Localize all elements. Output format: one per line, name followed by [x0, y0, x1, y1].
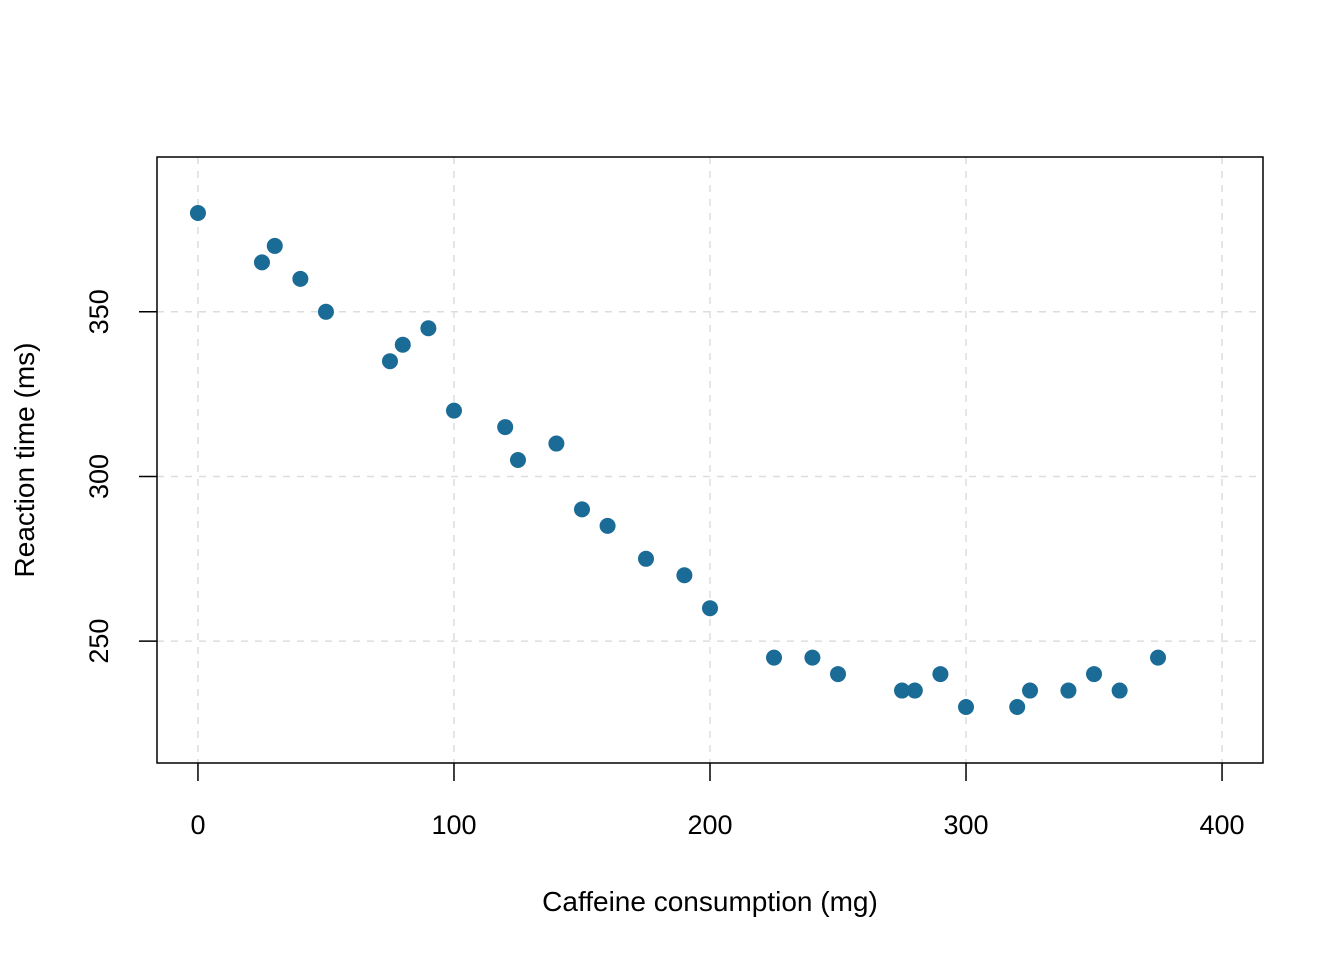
x-tick-label: 100 [431, 810, 476, 840]
data-point [445, 402, 462, 419]
x-tick-label: 400 [1200, 810, 1245, 840]
data-point [189, 204, 206, 221]
data-point [1022, 682, 1039, 699]
data-point [676, 567, 693, 584]
axes: 0 100 200 300 400 250 300 350 [84, 289, 1245, 840]
data-point [830, 666, 847, 683]
y-tick-label: 350 [84, 289, 114, 334]
data-point [266, 237, 283, 254]
data-point [932, 666, 949, 683]
y-tick-label: 250 [84, 619, 114, 664]
data-point [906, 682, 923, 699]
data-point [548, 435, 565, 452]
y-tick-label: 300 [84, 454, 114, 499]
data-point [420, 320, 437, 337]
data-point [637, 550, 654, 567]
data-point [804, 649, 821, 666]
data-point [317, 303, 334, 320]
x-tick-label: 200 [687, 810, 732, 840]
data-point [1086, 666, 1103, 683]
data-point [509, 452, 526, 468]
grid-lines [157, 157, 1263, 763]
data-point [894, 682, 911, 699]
data-point [958, 699, 975, 716]
data-point [1060, 682, 1077, 699]
y-axis-label: Reaction time (ms) [9, 343, 40, 578]
x-tick-label: 300 [943, 810, 988, 840]
data-point [573, 501, 590, 518]
data-point [702, 600, 718, 617]
data-point [497, 419, 514, 436]
data-point [1150, 649, 1167, 666]
data-point [1111, 682, 1128, 699]
data-points [189, 204, 1167, 716]
data-point [394, 336, 411, 353]
data-point [766, 649, 783, 666]
data-point [381, 353, 398, 370]
x-axis-label: Caffeine consumption (mg) [542, 886, 878, 917]
data-point [253, 254, 270, 271]
data-point [599, 517, 616, 534]
x-tick-label: 0 [190, 810, 205, 840]
data-point [292, 270, 309, 287]
data-point [1009, 699, 1026, 716]
